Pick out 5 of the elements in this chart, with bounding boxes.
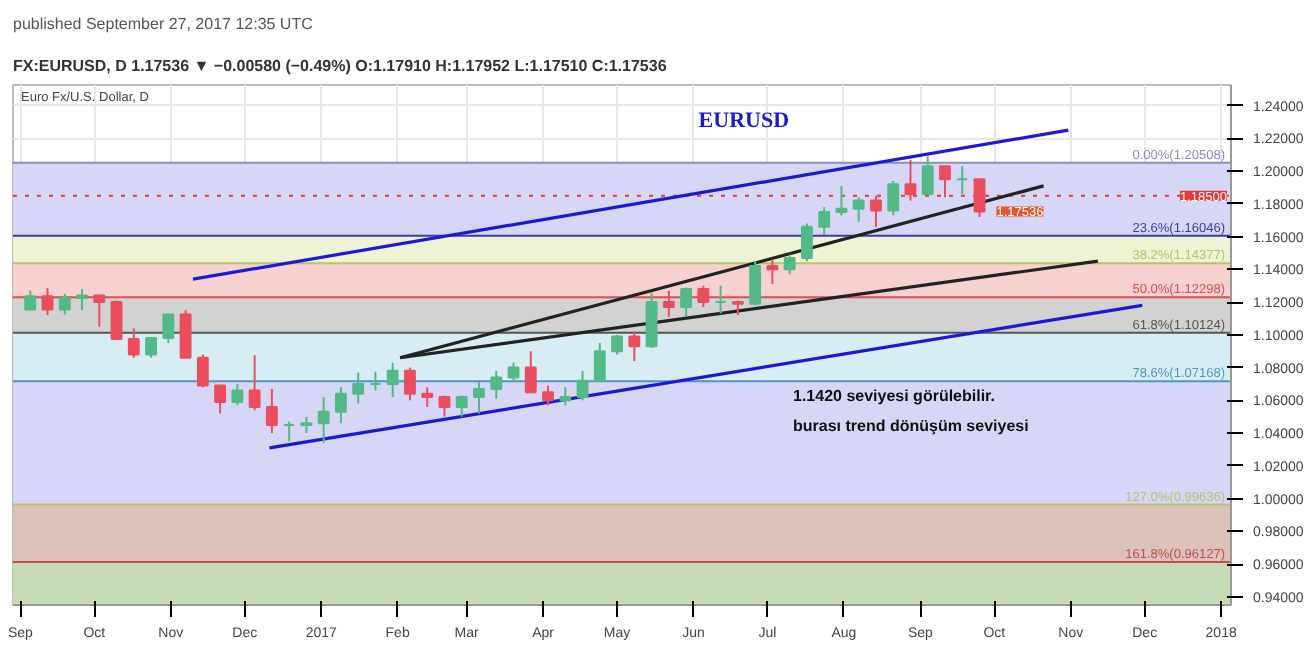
annotation: 1.1420 seviyesi görülebilir. xyxy=(793,387,995,405)
text: EURUSD xyxy=(698,109,790,133)
annotation: burası trend dönüşüm seviyesi xyxy=(793,417,1029,435)
text: published September 27, 2017 12:35 UTC xyxy=(13,15,314,33)
chart-subtitle: FX:EURUSD, D 1.17536 ▼ −0.00580 (−0.49%) O:1.17910 H:1.17952 L:1.17510 C:1.17536 xyxy=(13,57,668,75)
